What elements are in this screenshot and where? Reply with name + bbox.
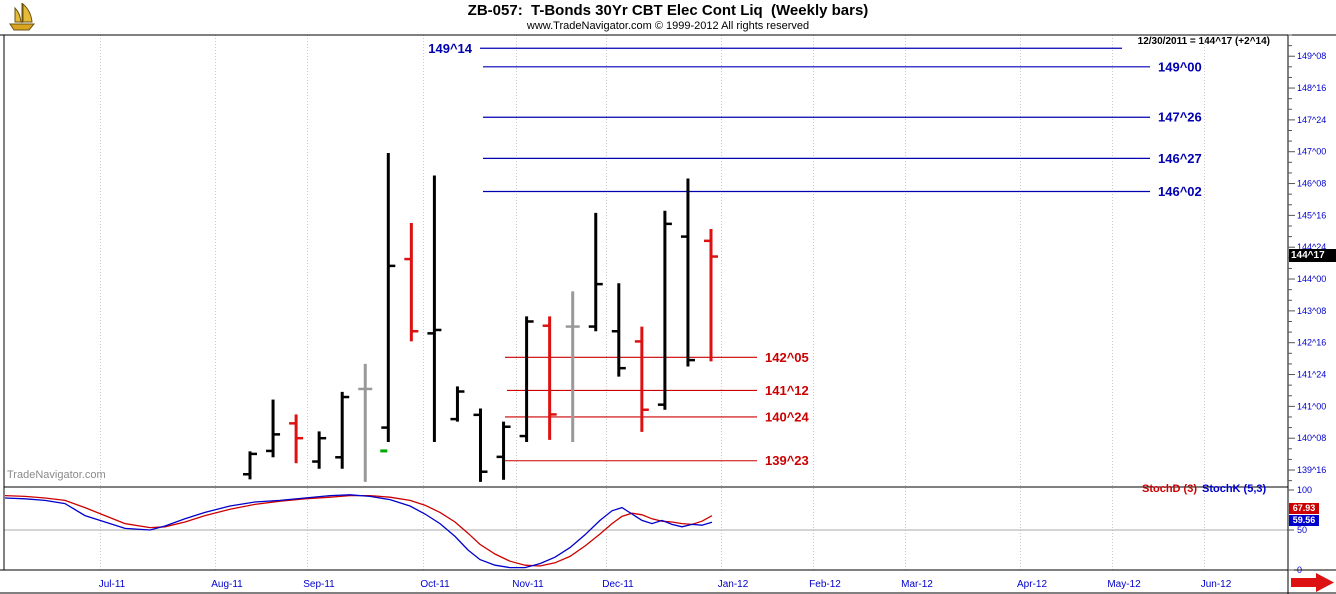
logo-ship-hull [9,23,36,31]
resistance-label: 146^02 [1158,184,1202,199]
x-axis-label: Feb-12 [809,579,841,590]
price-axis-label: 145^16 [1297,210,1326,220]
price-axis-label: 144^00 [1297,274,1326,284]
x-axis-label: Aug-11 [211,579,243,590]
resistance-label: 146^27 [1158,151,1202,166]
price-axis-label: 139^16 [1297,465,1326,475]
stochd-label: StochD (3) [1142,483,1197,495]
trade-navigator-logo [9,2,36,31]
x-axis-label: Oct-11 [420,579,450,590]
stochk-line [4,494,713,569]
quote-info: 12/30/2011 = 144^17 (+2^14) [1137,36,1270,47]
scroll-right-arrow-shape[interactable] [1291,573,1334,592]
x-axis-label: Jun-12 [1201,579,1232,590]
stoch-axis-label: 0 [1297,565,1302,575]
price-axis-label: 149^08 [1297,51,1326,61]
stochk-value-badge: 59.56 [1289,515,1319,526]
x-axis-label: Jul-11 [99,579,126,590]
logo-ship-sail [14,6,22,23]
price-axis-label: 141^00 [1297,401,1326,411]
stoch-axis-label: 50 [1297,525,1307,535]
x-axis-label: Apr-12 [1017,579,1047,590]
price-axis-label: 142^16 [1297,338,1326,348]
price-axis-label: 147^24 [1297,115,1326,125]
resistance-label: 147^26 [1158,110,1202,125]
chart-title: ZB-057: T-Bonds 30Yr CBT Elec Cont Liq (… [467,2,869,19]
support-label: 142^05 [765,350,809,365]
resistance-label: 149^14 [428,41,473,56]
x-axis-label: Dec-11 [602,579,634,590]
current-price-badge: 144^17 [1289,249,1336,262]
x-axis-label: Jan-12 [718,579,749,590]
stochk-label: StochK (5,3) [1202,483,1267,495]
stochd-line [4,494,713,567]
stoch-axis-label: 100 [1297,485,1312,495]
support-label: 141^12 [765,383,809,398]
price-axis-label: 141^24 [1297,370,1326,380]
price-axis-label: 144^24 [1297,242,1326,252]
resistance-label: 149^00 [1158,59,1202,74]
watermark: TradeNavigator.com [7,469,106,481]
price-axis-label: 148^16 [1297,83,1326,93]
price-axis-label: 146^08 [1297,179,1326,189]
x-axis-label: Mar-12 [901,579,933,590]
chart-subtitle: www.TradeNavigator.com © 1999-2012 All r… [526,20,810,32]
x-axis-label: Sep-11 [303,579,335,590]
x-axis-label: May-12 [1107,579,1141,590]
logo-ship-sail [22,2,33,23]
scroll-right-arrow[interactable] [1289,571,1336,594]
support-label: 139^23 [765,453,809,468]
x-axis-label: Nov-11 [512,579,544,590]
price-axis-label: 140^08 [1297,433,1326,443]
stochd-value-badge: 67.93 [1289,503,1319,514]
price-axis-label: 143^08 [1297,306,1326,316]
support-label: 140^24 [765,409,810,424]
price-axis-label: 147^00 [1297,147,1326,157]
